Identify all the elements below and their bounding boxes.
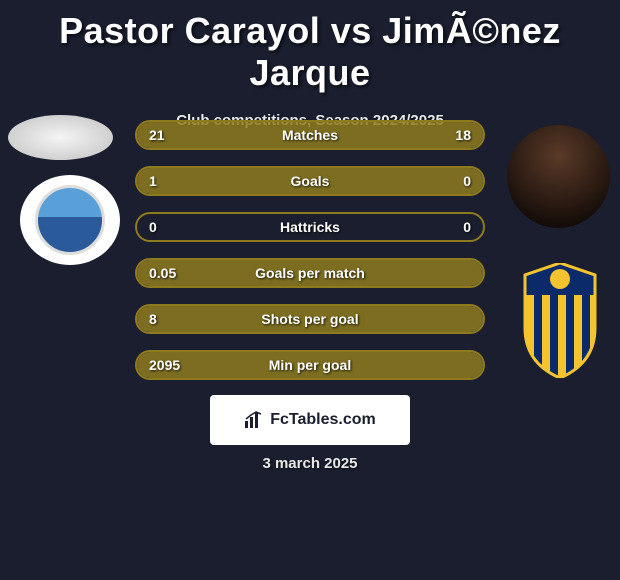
stat-value-right: 0 — [413, 173, 483, 189]
attribution-text: FcTables.com — [270, 411, 376, 429]
stat-label: Goals — [207, 173, 413, 189]
stat-value-left: 21 — [137, 127, 207, 143]
stat-row: 0.05Goals per match — [135, 258, 485, 288]
stat-value-left: 0.05 — [137, 265, 207, 281]
stat-label: Shots per goal — [207, 311, 413, 327]
stats-comparison: 21Matches181Goals00Hattricks00.05Goals p… — [135, 120, 485, 396]
stat-value-left: 0 — [137, 219, 207, 235]
stat-label: Goals per match — [207, 265, 413, 281]
club-crest-left — [20, 175, 120, 265]
stat-value-left: 8 — [137, 311, 207, 327]
stat-row: 8Shots per goal — [135, 304, 485, 334]
stat-row: 2095Min per goal — [135, 350, 485, 380]
stat-value-right: 0 — [413, 219, 483, 235]
stat-row: 0Hattricks0 — [135, 212, 485, 242]
stat-value-right: 18 — [413, 127, 483, 143]
stat-label: Matches — [207, 127, 413, 143]
chart-icon — [244, 411, 264, 429]
shield-icon — [520, 263, 600, 378]
page-title: Pastor Carayol vs JimÃ©nez Jarque — [0, 0, 620, 94]
club-crest-right — [510, 255, 610, 385]
stat-label: Min per goal — [207, 357, 413, 373]
stat-row: 1Goals0 — [135, 166, 485, 196]
club-crest-left-inner — [35, 185, 105, 255]
stat-value-left: 2095 — [137, 357, 207, 373]
stat-row: 21Matches18 — [135, 120, 485, 150]
stat-value-left: 1 — [137, 173, 207, 189]
stat-label: Hattricks — [207, 219, 413, 235]
player-right-photo — [507, 125, 610, 228]
date-text: 3 march 2025 — [0, 455, 620, 472]
player-left-photo — [8, 115, 113, 160]
attribution-badge: FcTables.com — [210, 395, 410, 445]
